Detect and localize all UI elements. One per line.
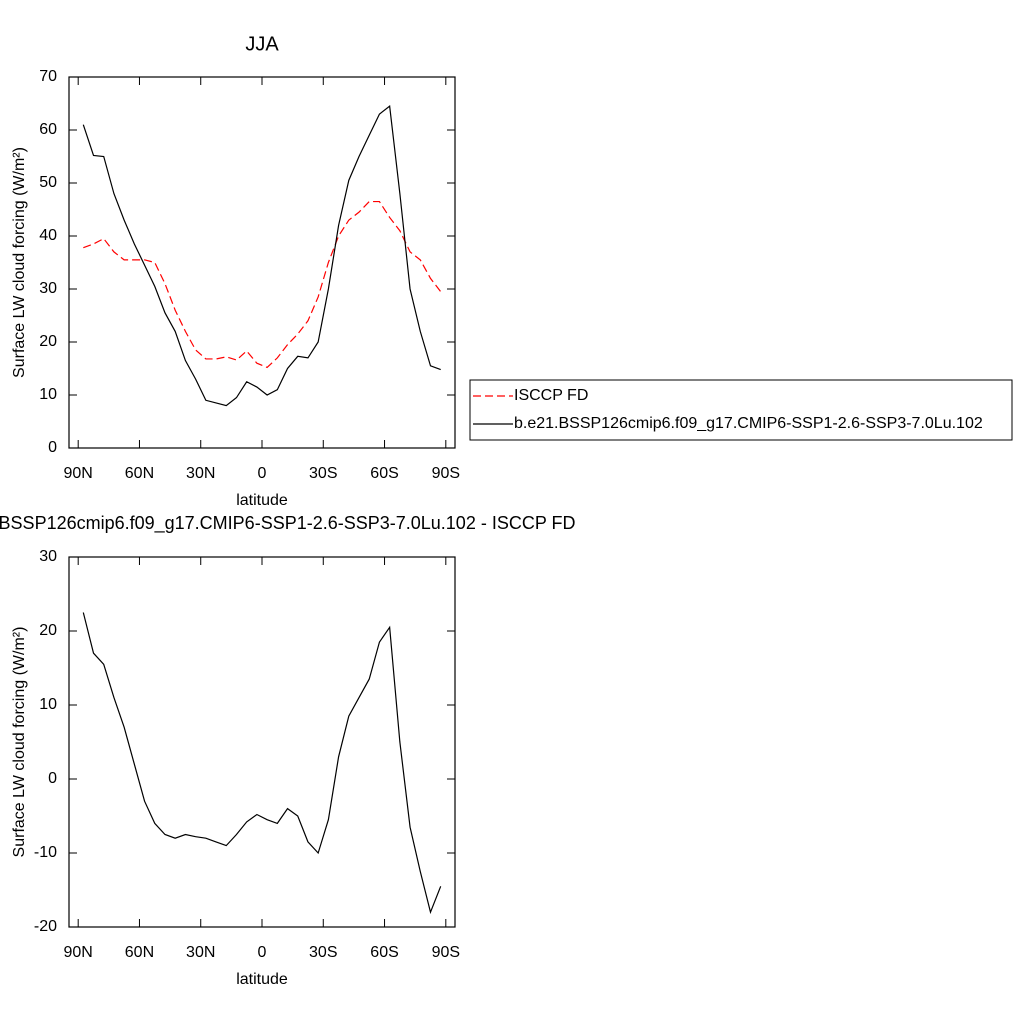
y-tick-label: 20 [39,622,57,639]
y-axis-label: Surface LW cloud forcing (W/m²) [11,627,28,858]
x-axis-label: latitude [236,971,288,988]
y-tick-label: 50 [39,174,57,191]
x-tick-label: 0 [258,465,267,482]
legend-label: b.e21.BSSP126cmip6.f09_g17.CMIP6-SSP1-2.… [514,415,983,432]
chart-title: b.e21.BSSP126cmip6.f09_g17.CMIP6-SSP1-2.… [0,513,576,534]
y-tick-label: 10 [39,696,57,713]
x-tick-label: 60N [125,944,154,961]
x-tick-label: 30N [186,465,215,482]
x-tick-label: 30S [309,944,337,961]
series-line [83,200,442,369]
x-tick-label: 90S [432,465,460,482]
y-tick-label: 30 [39,280,57,297]
y-tick-label: 60 [39,121,57,138]
x-tick-label: 60N [125,465,154,482]
y-tick-label: 70 [39,68,57,85]
x-tick-label: 0 [258,944,267,961]
x-tick-label: 30S [309,465,337,482]
series-line [82,612,442,915]
y-tick-label: -10 [34,844,57,861]
y-axis-label: Surface LW cloud forcing (W/m²) [11,147,28,378]
y-tick-label: -20 [34,918,57,935]
x-tick-label: 60S [370,944,398,961]
plot-frame [68,556,456,928]
y-tick-label: 10 [39,386,57,403]
x-tick-label: 90N [64,465,93,482]
y-tick-label: 0 [48,770,57,787]
chart-title: JJA [245,33,279,55]
y-tick-label: 0 [48,439,57,456]
y-tick-label: 30 [39,548,57,565]
legend-box [469,379,1013,441]
legend-label: ISCCP FD [514,387,588,404]
x-tick-label: 90S [432,944,460,961]
x-tick-label: 30N [186,944,215,961]
x-axis-label: latitude [236,492,288,509]
plot-frame [68,76,456,449]
y-tick-label: 40 [39,227,57,244]
x-tick-label: 90N [64,944,93,961]
x-tick-label: 60S [370,465,398,482]
y-tick-label: 20 [39,333,57,350]
series-line [82,105,441,407]
